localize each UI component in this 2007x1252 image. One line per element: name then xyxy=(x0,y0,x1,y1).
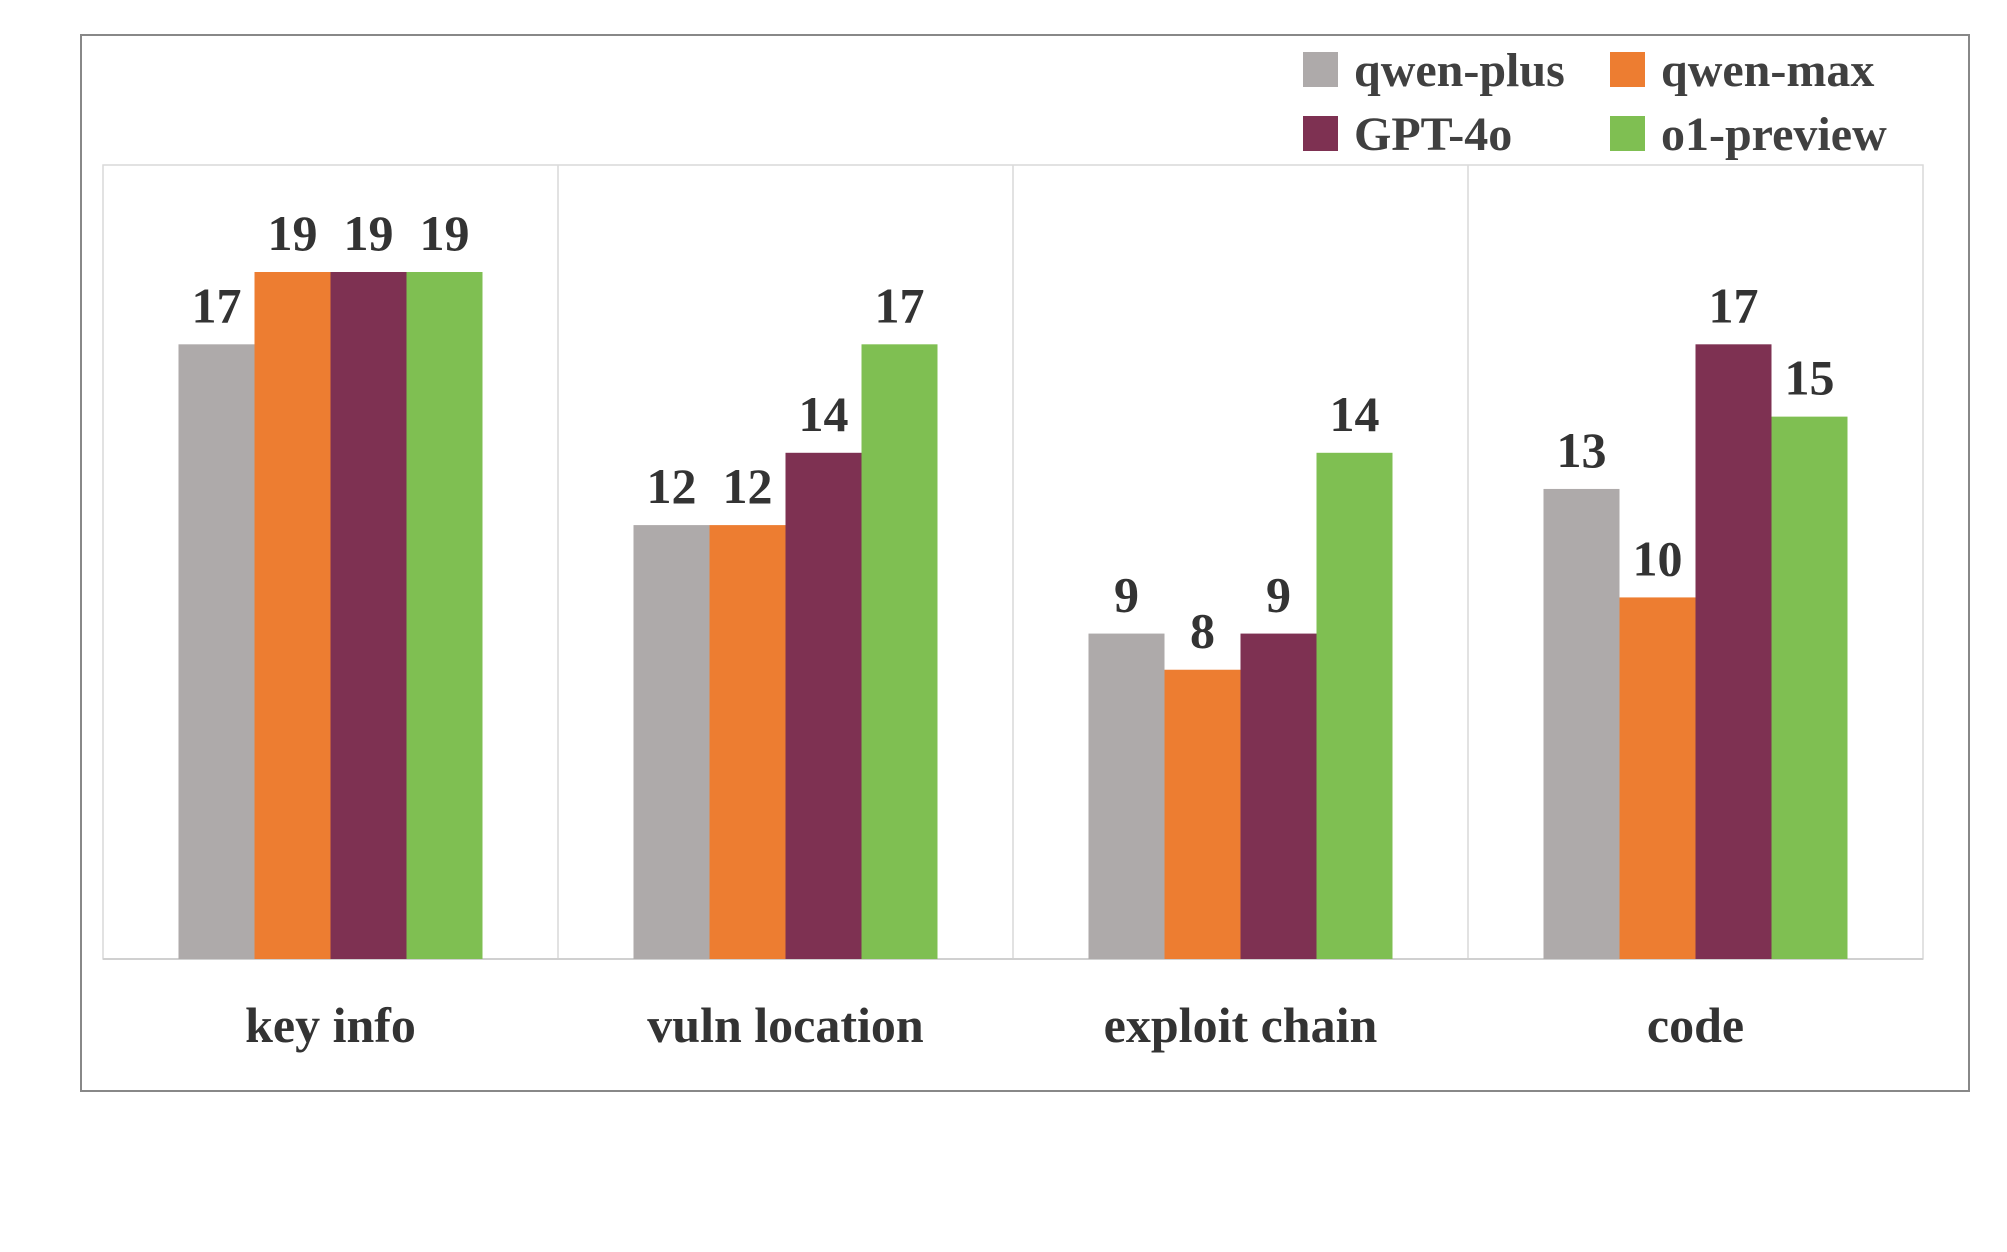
legend: qwen-plus qwen-max GPT-4o o1-preview xyxy=(1303,44,1887,161)
bar-qwen-plus-exploit-chain xyxy=(1088,633,1165,959)
category-label: key info xyxy=(245,997,416,1053)
legend-swatch xyxy=(1610,116,1645,151)
bar-qwen-max-code xyxy=(1619,597,1696,959)
bar-qwen-plus-code xyxy=(1543,488,1620,959)
value-label: 12 xyxy=(723,458,773,514)
legend-label: o1-preview xyxy=(1661,108,1887,161)
bar-GPT-4o-vuln-location xyxy=(785,452,862,959)
value-label: 14 xyxy=(799,386,849,442)
bar-o1-preview-code xyxy=(1771,416,1848,959)
legend-swatch xyxy=(1303,52,1338,87)
value-label: 9 xyxy=(1114,567,1139,623)
bars xyxy=(178,272,1848,959)
legend-swatch xyxy=(1610,52,1645,87)
legend-label: GPT-4o xyxy=(1354,108,1512,161)
value-label: 9 xyxy=(1266,567,1291,623)
bar-GPT-4o-exploit-chain xyxy=(1240,633,1317,959)
value-label: 8 xyxy=(1190,603,1215,659)
legend-swatch xyxy=(1303,116,1338,151)
value-label: 19 xyxy=(344,205,394,261)
bar-o1-preview-key-info xyxy=(406,272,483,959)
bar-qwen-plus-key-info xyxy=(178,344,255,959)
bar-o1-preview-exploit-chain xyxy=(1316,452,1393,959)
value-label: 17 xyxy=(192,277,242,333)
bar-qwen-max-key-info xyxy=(254,272,331,959)
category-labels: key info vuln location exploit chain code xyxy=(245,997,1744,1053)
value-labels: 17 19 19 19 12 12 14 17 989 14 13 10 17 15 xyxy=(192,205,1835,659)
value-label: 12 xyxy=(647,458,697,514)
category-label: code xyxy=(1647,997,1744,1053)
category-label: vuln location xyxy=(647,997,924,1053)
value-label: 15 xyxy=(1785,350,1835,406)
value-label: 10 xyxy=(1633,530,1683,586)
value-label: 14 xyxy=(1330,386,1380,442)
legend-label: qwen-max xyxy=(1661,44,1874,97)
bar-o1-preview-vuln-location xyxy=(861,344,938,959)
bar-qwen-max-vuln-location xyxy=(709,525,786,959)
bar-GPT-4o-key-info xyxy=(330,272,407,959)
category-label: exploit chain xyxy=(1104,997,1378,1053)
legend-label: qwen-plus xyxy=(1354,44,1565,97)
value-label: 17 xyxy=(1709,277,1759,333)
value-label: 13 xyxy=(1557,422,1607,478)
value-label: 19 xyxy=(268,205,318,261)
bar-GPT-4o-code xyxy=(1695,344,1772,959)
bar-qwen-plus-vuln-location xyxy=(633,525,710,959)
value-label: 17 xyxy=(875,277,925,333)
value-label: 19 xyxy=(420,205,470,261)
bar-qwen-max-exploit-chain xyxy=(1164,669,1241,959)
